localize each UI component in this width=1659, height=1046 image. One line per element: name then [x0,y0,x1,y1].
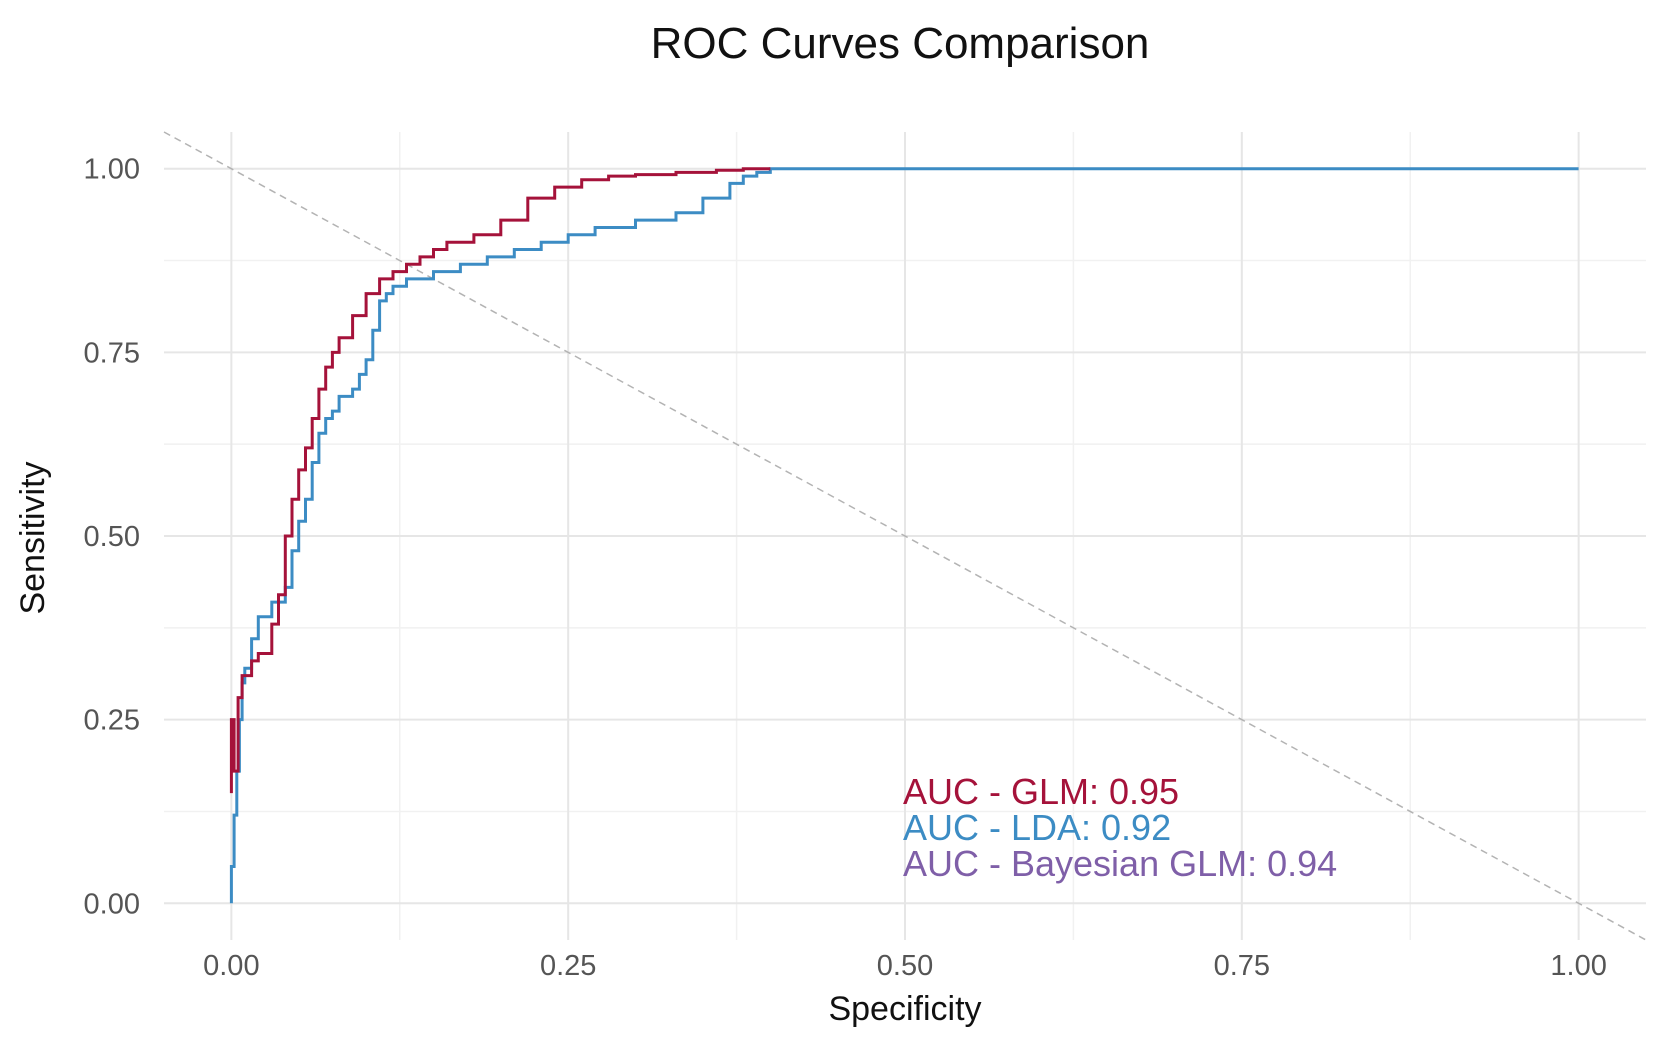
roc-curve-glm [229,167,771,794]
y-axis-label: Sensitivity [14,461,52,614]
x-tick-label: 1.00 [1550,950,1606,982]
y-tick-label: 0.00 [84,888,140,920]
roc-curve-lda [229,167,1579,904]
y-tick-labels: 0.00 0.25 0.50 0.75 1.00 [84,154,140,921]
x-tick-labels: 0.00 0.25 0.50 0.75 1.00 [203,950,1607,982]
x-tick-label: 0.75 [1214,950,1270,982]
chart-title: ROC Curves Comparison [651,19,1150,68]
y-tick-label: 0.50 [84,521,140,553]
auc-annotations: AUC - GLM: 0.95 AUC - LDA: 0.92 AUC - Ba… [903,771,1337,884]
x-tick-label: 0.25 [540,950,596,982]
roc-series [229,167,1579,904]
reference-diagonal-line [163,131,1647,941]
x-tick-label: 0.00 [203,950,259,982]
x-tick-label: 0.50 [877,950,933,982]
auc-bayesian-glm-label: AUC - Bayesian GLM: 0.94 [903,843,1337,884]
x-axis-label: Specificity [828,990,981,1028]
auc-lda-label: AUC - LDA: 0.92 [903,807,1171,848]
y-tick-label: 1.00 [84,154,140,186]
auc-glm-label: AUC - GLM: 0.95 [903,771,1179,812]
reference-diagonal [163,131,1647,941]
y-tick-label: 0.75 [84,337,140,369]
y-tick-label: 0.25 [84,705,140,737]
